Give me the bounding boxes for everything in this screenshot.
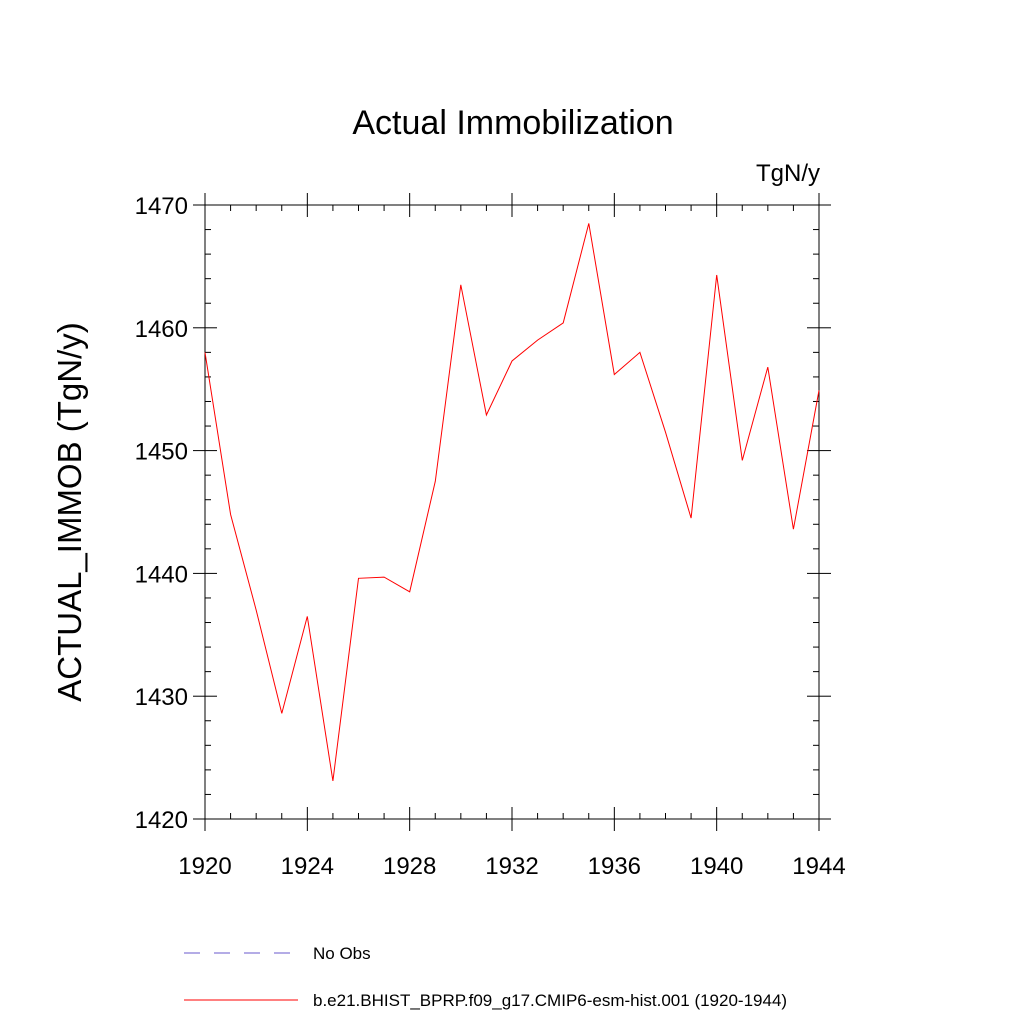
y-tick-label: 1430	[135, 684, 188, 711]
y-tick-label: 1460	[135, 316, 188, 343]
x-tick-label: 1940	[690, 853, 743, 880]
x-tick-label: 1928	[383, 853, 436, 880]
y-axis-label: ACTUAL_IMMOB (TgN/y)	[51, 322, 88, 702]
x-tick-label: 1936	[588, 853, 641, 880]
series-layer	[204, 223, 820, 781]
axis-ticks	[193, 193, 831, 831]
plot-frame	[204, 204, 820, 820]
y-tick-label: 1440	[135, 561, 188, 588]
legend-label: No Obs	[313, 944, 371, 963]
x-tick-label: 1924	[281, 853, 334, 880]
legend-label: b.e21.BHIST_BPRP.f09_g17.CMIP6-esm-hist.…	[313, 991, 787, 1010]
x-tick-label: 1944	[792, 853, 845, 880]
units-label: TgN/y	[756, 160, 820, 187]
x-tick-label: 1932	[485, 853, 538, 880]
y-tick-label: 1420	[135, 807, 188, 834]
y-tick-label: 1470	[135, 193, 188, 220]
y-tick-label: 1450	[135, 439, 188, 466]
chart-title: Actual Immobilization	[352, 104, 673, 142]
x-tick-label: 1920	[178, 853, 231, 880]
series-line	[204, 223, 820, 781]
tick-labels: 1920 1924 1928 1932 1936 1940 1944 1420 1430 1440…	[135, 193, 846, 880]
legend: No Obs b.e21.BHIST_BPRP.f09_g17.CMIP6-esm…	[184, 944, 787, 1010]
